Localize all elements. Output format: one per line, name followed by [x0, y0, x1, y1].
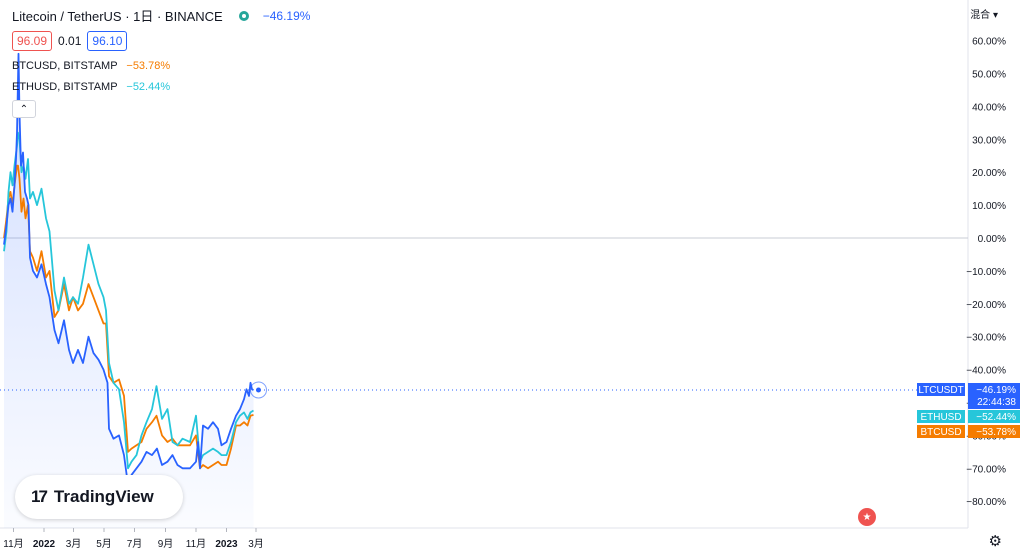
y-tick-label: 60.00%: [972, 37, 1006, 48]
tradingview-wordmark: TradingView: [53, 487, 154, 506]
bid-price[interactable]: 96.09: [12, 31, 53, 51]
tradingview-mark-icon: 17: [31, 487, 48, 506]
x-tick-label: 11月: [186, 538, 206, 550]
series-name-label: LTCUSDT: [918, 385, 963, 396]
x-tick-label: 7月: [127, 538, 143, 550]
last-point-dot: [256, 387, 261, 393]
series-lines: [0, 52, 968, 486]
series-value-tag: [968, 383, 1020, 409]
series-name-label: BTCUSD: [920, 427, 961, 438]
y-tick-label: 40.00%: [972, 102, 1006, 113]
compare-change: −52.44%: [126, 81, 171, 93]
symbol-change: −46.19%: [262, 8, 311, 23]
compare-change: −53.78%: [126, 60, 171, 72]
area-ltcusdt: [4, 53, 254, 529]
compare-label: ETHUSD, BITSTAMP: [12, 81, 118, 93]
collapse-legend-button[interactable]: ⌃: [12, 100, 36, 118]
y-tick-label: 10.00%: [972, 201, 1006, 212]
x-tick-label: 2022: [33, 539, 56, 550]
x-axis[interactable]: 11月 2022 3月 5月 7月 9月 11月 2023 3月: [3, 528, 264, 550]
series-line-ltcusdt: [3, 52, 254, 486]
y-tick-label: −30.00%: [966, 333, 1006, 344]
series-value-tag: [968, 410, 1020, 423]
compare-legend-eth[interactable]: ETHUSD, BITSTAMP −52.44%: [12, 81, 170, 93]
market-open-icon: [238, 10, 249, 21]
tradingview-logo[interactable]: 17 TradingView: [15, 475, 183, 519]
series-line-btcusd: [3, 164, 254, 470]
quote-row: 96.09 0.01 96.10: [12, 31, 128, 51]
y-tick-label: −40.00%: [966, 366, 1006, 377]
series-name-label: ETHUSD: [920, 412, 961, 423]
y-tick-label: −20.00%: [966, 300, 1006, 311]
scale-mode-menu[interactable]: 混合 ▾: [970, 10, 998, 21]
series-name-tag: [917, 383, 965, 396]
y-tick-label: 0.00%: [978, 234, 1006, 245]
ltc-area-fill: [4, 53, 254, 529]
series-value-tag: [968, 425, 1020, 438]
grid-lines: [0, 0, 969, 529]
spread-value: 0.01: [58, 34, 82, 48]
x-tick-label: 9月: [158, 538, 174, 550]
y-tick-label: 30.00%: [972, 135, 1006, 146]
x-tick-label: 3月: [248, 538, 264, 550]
gear-icon[interactable]: ⚙: [988, 533, 1002, 550]
series-name-tag: [917, 410, 965, 423]
series-value-label: −46.19%: [976, 385, 1016, 396]
x-tick-label: 2023: [215, 539, 238, 550]
series-countdown-label: 22:44:38: [977, 397, 1016, 408]
last-value-tags: LTCUSDT −46.19%22:44:38 ETHUSD −52.44% BTCUS…: [917, 383, 1020, 438]
us-flag-icon[interactable]: ★: [858, 508, 876, 526]
y-tick-label: −70.00%: [966, 464, 1006, 475]
ask-price[interactable]: 96.10: [87, 31, 128, 51]
x-tick-label: 3月: [66, 538, 82, 550]
last-point-halo: [250, 381, 267, 399]
compare-legend-btc[interactable]: BTCUSD, BITSTAMP −53.78%: [12, 60, 170, 72]
x-tick-label: 5月: [96, 538, 112, 550]
y-tick-label: −10.00%: [966, 267, 1006, 278]
y-tick-label: −80.00%: [966, 497, 1006, 508]
y-tick-label: 50.00%: [972, 70, 1006, 81]
symbol-title[interactable]: Litecoin / TetherUS · 1日 · BINANCE: [12, 9, 223, 24]
compare-label: BTCUSD, BITSTAMP: [12, 60, 118, 72]
x-tick-label: 11月: [3, 538, 23, 550]
series-name-tag: [917, 425, 965, 438]
series-value-label: −52.44%: [976, 412, 1016, 423]
symbol-header[interactable]: Litecoin / TetherUS · 1日 · BINANCE −46.1…: [12, 6, 310, 25]
y-tick-label: 20.00%: [972, 168, 1006, 179]
series-value-label: −53.78%: [976, 427, 1016, 438]
